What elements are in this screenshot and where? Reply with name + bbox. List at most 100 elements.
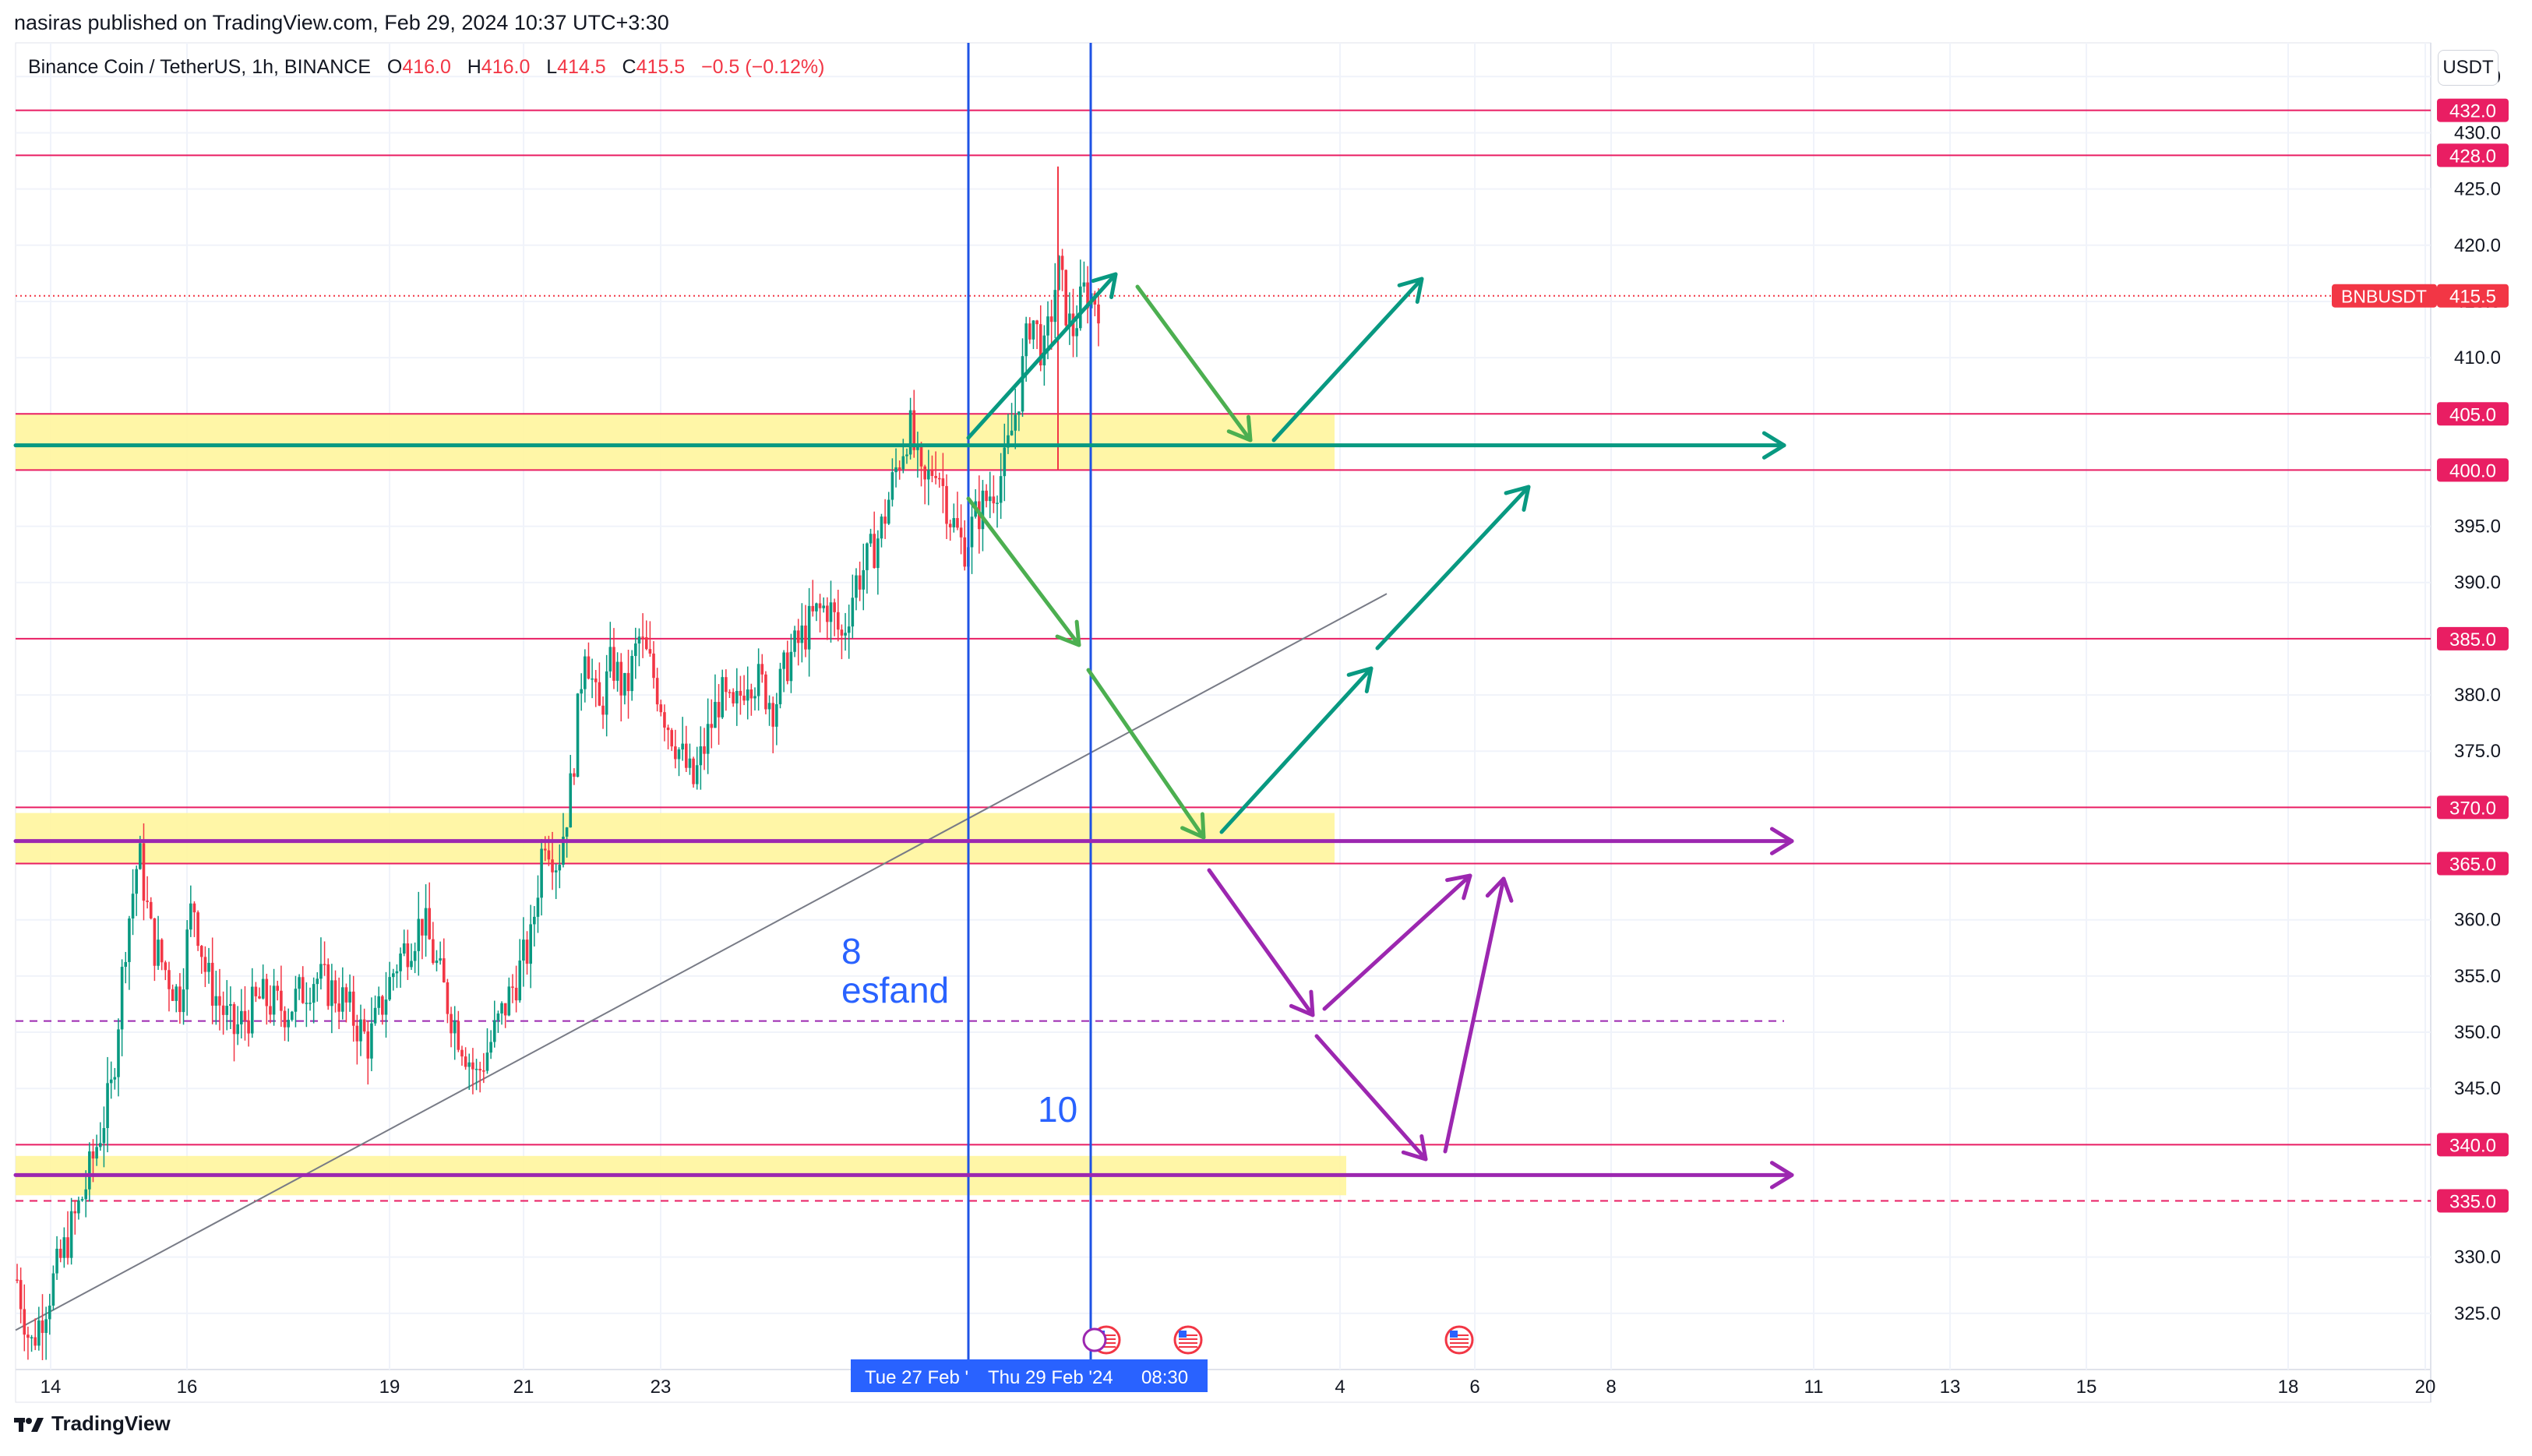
candle-body	[98, 1143, 102, 1148]
close-label: C	[622, 56, 637, 78]
price-level-tag-label: 365.0	[2449, 855, 2496, 876]
candle-body	[333, 980, 337, 1004]
candle-body	[941, 478, 945, 486]
candle-body	[897, 467, 901, 470]
candle-body	[384, 999, 388, 1015]
candle-body	[760, 664, 764, 675]
candle-body	[905, 454, 908, 457]
candle-body	[573, 773, 576, 777]
candle-body	[648, 649, 652, 654]
candle-body	[952, 518, 956, 527]
teal-up-arrow	[1375, 485, 1531, 650]
candle-body	[153, 918, 157, 966]
candle-body	[413, 950, 417, 961]
candle-body	[916, 445, 919, 450]
annotation-10: 10	[1038, 1089, 1077, 1130]
candle-body	[800, 625, 804, 643]
candle-body	[474, 1068, 478, 1070]
candle-body	[746, 689, 749, 701]
candle-body	[999, 476, 1003, 503]
candle-body	[756, 664, 760, 696]
candle-body	[1039, 324, 1042, 366]
candle-body	[919, 445, 923, 467]
symbol-legend: Binance Coin / TetherUS, 1h, BINANCE O41…	[28, 56, 824, 79]
y-tick-label: 360.0	[2454, 910, 2501, 931]
candle-body	[749, 689, 753, 699]
current-price-tag-label: 415.5	[2449, 287, 2496, 308]
candle-body	[348, 991, 351, 1003]
candle-body	[351, 991, 355, 1026]
candle-body	[785, 652, 789, 682]
candle-body	[258, 996, 261, 999]
candle-body	[529, 924, 532, 964]
vertical-lines	[967, 43, 1092, 1370]
candle-body	[674, 746, 677, 760]
candle-body	[1031, 320, 1035, 340]
candle-body	[591, 678, 594, 680]
candle-body	[139, 843, 142, 869]
candle-body	[753, 696, 756, 699]
open-value: 416.0	[402, 56, 451, 78]
candle-body	[1082, 282, 1086, 287]
candle-body	[948, 524, 952, 527]
candle-body	[677, 749, 681, 760]
levels	[16, 109, 2431, 1202]
purple-down-arrow-head	[1289, 989, 1315, 1017]
candle-body	[666, 727, 670, 731]
candle-body	[225, 1006, 229, 1015]
candle-body	[663, 712, 666, 728]
candle-body	[280, 990, 283, 1011]
candle-body	[221, 1005, 225, 1015]
candle-body	[58, 1248, 62, 1258]
candle-body	[1064, 270, 1068, 326]
candle-body	[51, 1273, 55, 1306]
candle-body	[775, 703, 778, 727]
candle-body	[192, 903, 196, 913]
candle-body	[178, 986, 182, 1013]
candle-body	[294, 989, 298, 1012]
currency-button[interactable]: USDT	[2438, 50, 2498, 86]
candle-body	[587, 656, 591, 679]
candle-body	[695, 765, 699, 784]
candle-body	[160, 940, 164, 963]
y-tick-label: 420.0	[2454, 235, 2501, 256]
purple-up-arrow	[1443, 876, 1506, 1154]
candle-body	[417, 918, 421, 951]
candle-body	[930, 470, 934, 476]
crosshair-time-label: Tue 27 Feb '	[865, 1367, 968, 1388]
time-axis[interactable]: 14 16 19 21 23 4 6 8 11 13 15 18 20	[41, 1377, 2436, 1398]
candle-body	[485, 1052, 489, 1071]
candle-body	[562, 836, 565, 865]
candle-body	[182, 989, 185, 1013]
candle-body	[1097, 304, 1100, 324]
candle-body	[883, 516, 887, 524]
candle-body	[142, 843, 146, 901]
y-tick-label: 430.0	[2454, 122, 2501, 143]
flag-canton	[1450, 1331, 1458, 1338]
price-axis[interactable]: 325.0 330.0 345.0 350.0 355.0 360.0 375.0 380.0…	[2332, 66, 2509, 1324]
candle-body	[236, 1024, 239, 1035]
candle-body	[725, 677, 728, 693]
candle-body	[855, 575, 858, 598]
candle-body	[84, 1189, 88, 1200]
y-tick-label: 345.0	[2454, 1078, 2501, 1099]
close-value: 415.5	[636, 56, 686, 78]
teal-up-arrow-head	[1091, 272, 1118, 299]
candle-body	[1014, 414, 1017, 431]
candle-body	[1024, 323, 1028, 357]
event-icons[interactable]	[1082, 1325, 1474, 1355]
candle-body	[432, 939, 435, 964]
candle-body	[782, 652, 785, 669]
candle-body	[117, 1029, 120, 1077]
candle-body	[558, 865, 562, 871]
footer-brand: TradingView	[51, 1412, 171, 1435]
candle-body	[272, 985, 276, 1015]
candle-body	[164, 962, 168, 971]
candle-body	[1010, 430, 1014, 435]
candle-body	[19, 1280, 23, 1310]
price-level-tag	[2437, 402, 2509, 426]
x-tick-label: 18	[2278, 1377, 2299, 1398]
candle-body	[319, 964, 323, 979]
